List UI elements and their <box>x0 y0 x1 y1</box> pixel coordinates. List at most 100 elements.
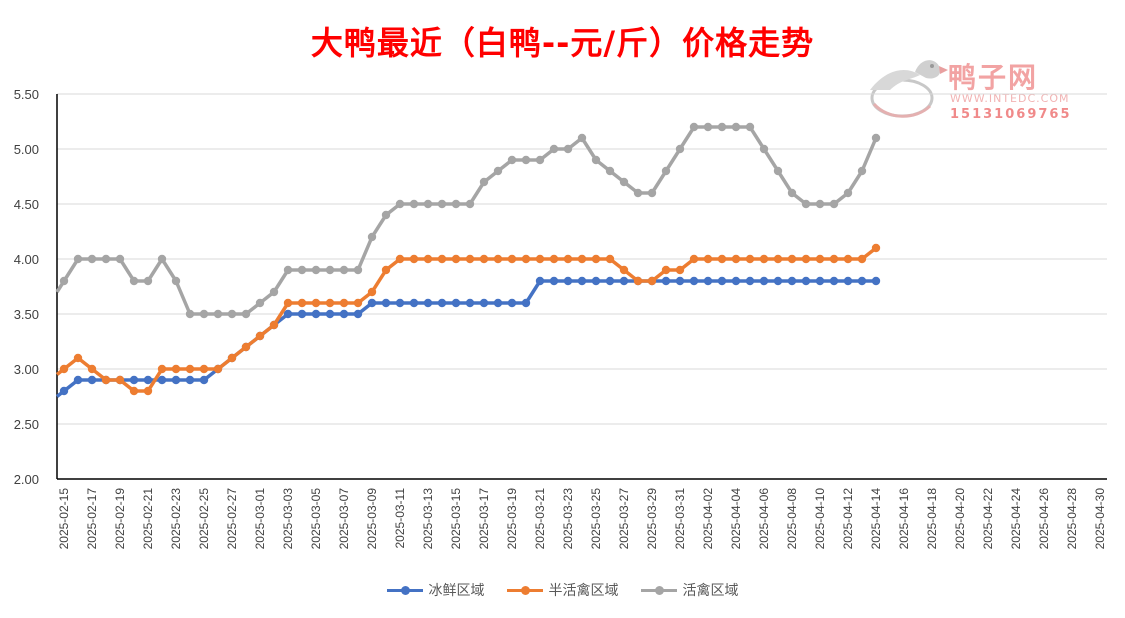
x-tick-label: 2025-03-11 <box>393 488 407 549</box>
data-point-frozen <box>703 276 713 286</box>
data-point-live <box>619 177 629 187</box>
data-point-live <box>269 287 279 297</box>
data-point-semi-live <box>535 254 545 264</box>
data-point-frozen <box>367 298 377 308</box>
data-point-semi-live <box>227 353 237 363</box>
legend-swatch-semi-live <box>506 585 543 595</box>
data-point-frozen <box>465 298 475 308</box>
watermark-brand: 鸭子网 <box>948 61 1039 94</box>
data-point-semi-live <box>731 254 741 264</box>
data-point-semi-live <box>745 254 755 264</box>
data-point-live <box>549 144 559 154</box>
data-point-frozen <box>87 375 97 385</box>
x-tick-label: 2025-04-02 <box>701 488 715 550</box>
data-point-frozen <box>143 375 153 385</box>
data-point-live <box>647 188 657 198</box>
data-point-frozen <box>857 276 867 286</box>
data-point-live <box>675 144 685 154</box>
x-tick-label: 2025-02-15 <box>57 488 71 550</box>
x-tick-label: 2025-04-30 <box>1093 488 1107 550</box>
data-point-live <box>605 166 615 176</box>
data-point-semi-live <box>213 364 223 374</box>
data-point-frozen <box>129 375 139 385</box>
x-tick-label: 2025-04-22 <box>981 488 995 550</box>
data-point-live <box>661 166 671 176</box>
data-point-frozen <box>605 276 615 286</box>
data-point-semi-live <box>507 254 517 264</box>
x-tick-label: 2025-02-19 <box>113 488 127 550</box>
data-point-live <box>325 265 335 275</box>
data-point-semi-live <box>647 276 657 286</box>
data-point-live <box>493 166 503 176</box>
x-tick-label: 2025-03-27 <box>617 488 631 550</box>
data-point-frozen <box>297 309 307 319</box>
data-point-live <box>213 309 223 319</box>
data-point-frozen <box>507 298 517 308</box>
data-point-semi-live <box>675 265 685 275</box>
data-point-live <box>171 276 181 286</box>
data-point-frozen <box>521 298 531 308</box>
data-point-semi-live <box>241 342 251 352</box>
x-tick-label: 2025-03-05 <box>309 488 323 550</box>
y-tick-label: 2.00 <box>14 472 39 487</box>
data-point-frozen <box>59 386 69 396</box>
x-tick-label: 2025-03-19 <box>505 488 519 550</box>
data-point-live <box>815 199 825 209</box>
x-tick-label: 2025-04-08 <box>785 488 799 550</box>
data-point-frozen <box>409 298 419 308</box>
data-point-semi-live <box>87 364 97 374</box>
x-tick-label: 2025-04-12 <box>841 488 855 550</box>
data-point-live <box>829 199 839 209</box>
data-point-live <box>591 155 601 165</box>
data-point-live <box>801 199 811 209</box>
x-tick-label: 2025-03-03 <box>281 488 295 550</box>
data-point-semi-live <box>115 375 125 385</box>
data-point-frozen <box>535 276 545 286</box>
data-point-frozen <box>689 276 699 286</box>
x-tick-label: 2025-03-17 <box>477 488 491 550</box>
legend-label-live: 活禽区域 <box>682 583 739 599</box>
data-point-semi-live <box>661 265 671 275</box>
series-line-live <box>55 125 878 316</box>
data-point-semi-live <box>437 254 447 264</box>
data-point-live <box>773 166 783 176</box>
x-tick-label: 2025-04-10 <box>813 488 827 550</box>
data-point-live <box>745 122 755 132</box>
data-point-semi-live <box>395 254 405 264</box>
data-point-frozen <box>759 276 769 286</box>
data-point-semi-live <box>493 254 503 264</box>
data-point-live <box>311 265 321 275</box>
data-point-live <box>437 199 447 209</box>
data-point-semi-live <box>409 254 419 264</box>
data-point-semi-live <box>577 254 587 264</box>
legend-swatch-live <box>640 585 677 595</box>
x-tick-label: 2025-02-17 <box>85 488 99 550</box>
data-point-semi-live <box>479 254 489 264</box>
data-point-live <box>101 254 111 264</box>
data-point-live <box>871 133 881 143</box>
data-point-semi-live <box>423 254 433 264</box>
data-point-live <box>255 298 265 308</box>
data-point-live <box>115 254 125 264</box>
data-point-frozen <box>675 276 685 286</box>
data-point-frozen <box>871 276 881 286</box>
y-tick-label: 5.50 <box>14 87 39 102</box>
y-tick-label: 4.00 <box>14 252 39 267</box>
data-point-semi-live <box>283 298 293 308</box>
data-point-frozen <box>843 276 853 286</box>
x-tick-label: 2025-04-28 <box>1065 488 1079 550</box>
data-point-semi-live <box>871 243 881 253</box>
data-point-frozen <box>381 298 391 308</box>
data-point-frozen <box>171 375 181 385</box>
data-point-live <box>843 188 853 198</box>
data-point-frozen <box>423 298 433 308</box>
duck-logo-icon <box>870 60 948 118</box>
y-tick-label: 5.00 <box>14 142 39 157</box>
y-tick-label: 3.00 <box>14 362 39 377</box>
data-point-frozen <box>199 375 209 385</box>
data-point-frozen <box>395 298 405 308</box>
data-point-semi-live <box>843 254 853 264</box>
data-point-live <box>857 166 867 176</box>
data-point-semi-live <box>591 254 601 264</box>
y-tick-label: 2.50 <box>14 417 39 432</box>
